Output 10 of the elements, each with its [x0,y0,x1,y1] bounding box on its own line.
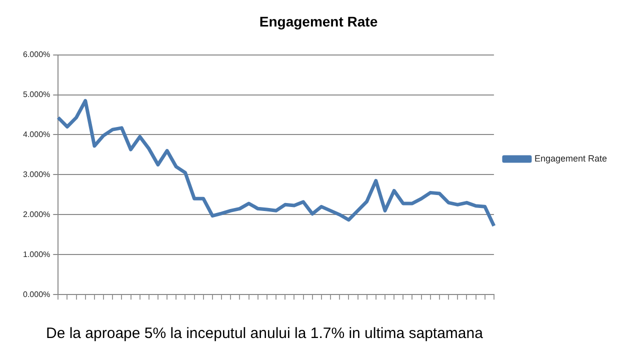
y-tick-label: 2.000% [22,210,50,219]
y-tick-label: 3.000% [22,170,50,179]
y-tick-label: 4.000% [22,130,50,139]
chart-title: Engagement Rate [259,13,378,30]
y-tick-label: 5.000% [22,90,50,99]
text: De la aproape 5% la inceputul anului la 1.7% in ultima saptamana [46,325,483,342]
y-tick-label: 1.000% [22,250,50,259]
y-tick-label: 0.000% [22,290,50,299]
legend-label: Engagement Rate [534,153,608,164]
y-tick-label: 6.000% [22,50,50,60]
